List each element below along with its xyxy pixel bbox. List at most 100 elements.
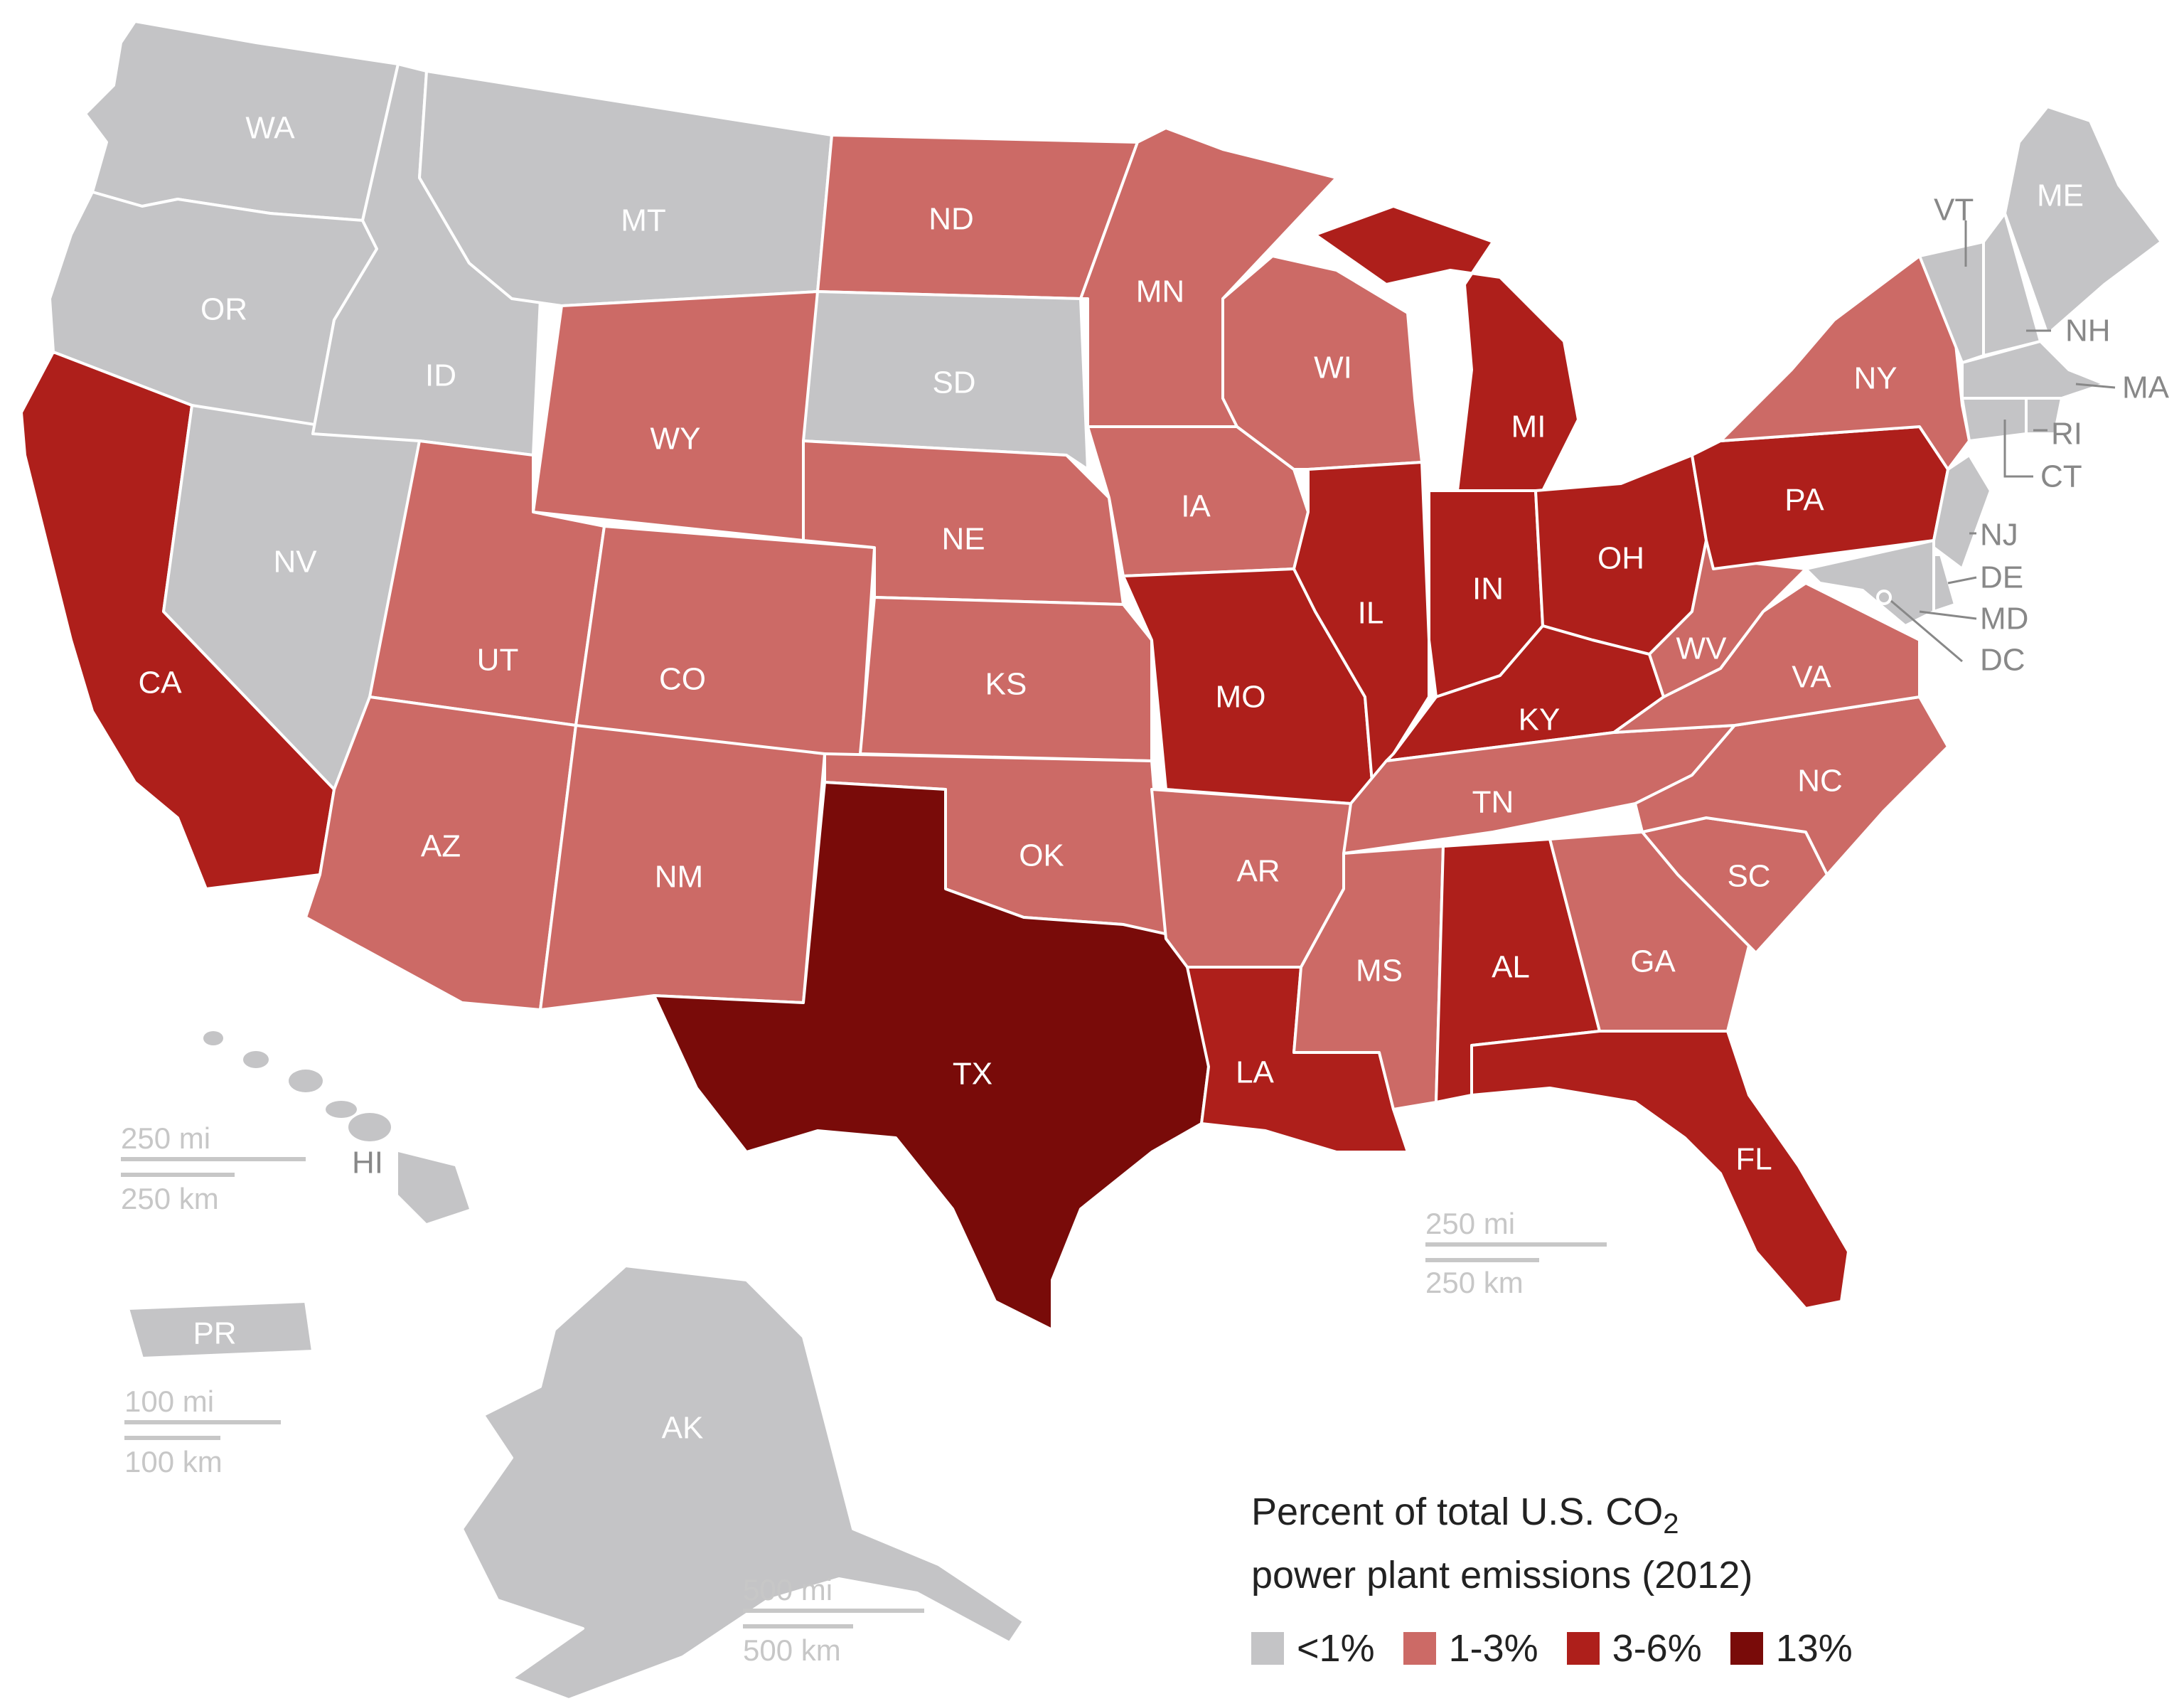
- label-VA: VA: [1792, 660, 1831, 695]
- legend-item-p13: 13%: [1730, 1626, 1853, 1670]
- label-IL: IL: [1358, 596, 1384, 631]
- legend-item-lt1: <1%: [1251, 1626, 1375, 1670]
- label-MN: MN: [1136, 274, 1184, 309]
- label-WI: WI: [1314, 351, 1352, 385]
- label-SC: SC: [1727, 859, 1770, 894]
- label-HI: HI: [352, 1146, 383, 1180]
- label-FL: FL: [1735, 1142, 1772, 1177]
- label-AR: AR: [1236, 854, 1280, 889]
- state-TX: [653, 781, 1210, 1331]
- label-MA: MA: [2122, 370, 2170, 405]
- legend-items: <1% 1-3% 3-6% 13%: [1251, 1626, 2104, 1670]
- legend-label-p1to3: 1-3%: [1448, 1626, 1538, 1670]
- legend-label-p13: 13%: [1775, 1626, 1853, 1670]
- label-WY: WY: [651, 422, 701, 457]
- scale-bar-alaska: 500 mi 500 km: [743, 1573, 924, 1667]
- label-NJ: NJ: [1980, 518, 2018, 553]
- legend-swatch-p1to3: [1403, 1631, 1436, 1665]
- scale-hawaii-km: 250 km: [121, 1182, 219, 1215]
- label-AZ: AZ: [421, 829, 461, 864]
- label-AK: AK: [662, 1411, 704, 1446]
- scale-bar-puerto-rico: 100 mi 100 km: [124, 1385, 281, 1478]
- label-PR: PR: [193, 1316, 236, 1351]
- state-PR: [127, 1300, 314, 1360]
- scale-hawaii-mi: 250 mi: [121, 1121, 210, 1155]
- label-AL: AL: [1492, 950, 1530, 985]
- label-CO: CO: [659, 662, 706, 697]
- label-OH: OH: [1597, 541, 1644, 576]
- label-DC: DC: [1980, 643, 2025, 678]
- state-MI: [1314, 205, 1580, 492]
- label-NC: NC: [1797, 764, 1843, 799]
- label-MD: MD: [1980, 602, 2028, 636]
- legend-swatch-p3to6: [1566, 1631, 1600, 1665]
- state-WY: [532, 290, 819, 542]
- legend-label-p3to6: 3-6%: [1612, 1626, 1702, 1670]
- label-KS: KS: [985, 667, 1027, 702]
- scale-ak-km: 500 km: [743, 1633, 841, 1667]
- legend-title-line2: power plant emissions (2012): [1251, 1553, 1753, 1596]
- legend-swatch-lt1: [1251, 1631, 1284, 1665]
- legend-title-line1: Percent of total U.S. CO: [1251, 1491, 1664, 1533]
- state-MT: [418, 70, 833, 307]
- state-ME: [2003, 105, 2163, 336]
- label-MI: MI: [1511, 410, 1546, 444]
- label-ND: ND: [928, 202, 974, 237]
- scale-mainland-km: 250 km: [1425, 1266, 1524, 1299]
- label-IN: IN: [1472, 572, 1504, 607]
- state-NC: [1634, 695, 1949, 876]
- label-OK: OK: [1019, 838, 1064, 873]
- state-MD: [1804, 539, 1935, 627]
- label-MT: MT: [621, 203, 666, 238]
- label-IA: IA: [1181, 489, 1211, 524]
- label-NM: NM: [655, 860, 703, 895]
- label-GA: GA: [1630, 944, 1676, 979]
- state-KS: [859, 596, 1153, 762]
- label-CA: CA: [138, 666, 182, 700]
- legend-title: Percent of total U.S. CO2 power plant em…: [1251, 1486, 2104, 1601]
- scale-pr-mi: 100 mi: [124, 1385, 214, 1418]
- label-MO: MO: [1216, 680, 1266, 715]
- label-KY: KY: [1519, 703, 1561, 737]
- scale-ak-mi: 500 mi: [743, 1573, 833, 1606]
- legend-title-subscript: 2: [1663, 1508, 1679, 1540]
- legend: Percent of total U.S. CO2 power plant em…: [1251, 1486, 2104, 1670]
- state-AK: [461, 1264, 1025, 1701]
- scale-pr-km: 100 km: [124, 1445, 223, 1478]
- state-SD: [802, 290, 1089, 471]
- legend-label-lt1: <1%: [1297, 1626, 1375, 1670]
- label-VT: VT: [1934, 193, 1974, 228]
- label-ID: ID: [425, 358, 456, 393]
- label-ME: ME: [2037, 178, 2084, 213]
- label-NH: NH: [2065, 314, 2111, 348]
- state-CT: [1961, 397, 2028, 442]
- label-OR: OR: [200, 292, 247, 327]
- state-FL: [1470, 1030, 1850, 1310]
- scale-mainland-mi: 250 mi: [1425, 1207, 1515, 1240]
- scale-bar-mainland: 250 mi 250 km: [1425, 1207, 1607, 1299]
- external-labels: VT NH MA RI CT NJ DE MD DC HI: [352, 193, 2170, 1180]
- state-DC: [1876, 590, 1892, 605]
- state-WA: [84, 20, 400, 222]
- label-SD: SD: [932, 366, 975, 400]
- label-LA: LA: [1236, 1055, 1274, 1090]
- states-layer: [20, 20, 2163, 1701]
- label-NE: NE: [941, 522, 985, 557]
- legend-swatch-p13: [1730, 1631, 1763, 1665]
- label-DE: DE: [1980, 560, 2023, 595]
- label-TN: TN: [1472, 785, 1514, 820]
- label-CT: CT: [2040, 459, 2082, 494]
- legend-item-p1to3: 1-3%: [1403, 1626, 1538, 1670]
- label-TX: TX: [953, 1057, 992, 1092]
- label-MS: MS: [1356, 954, 1403, 988]
- leader-lines: [1890, 220, 2116, 663]
- scale-bar-hawaii: 250 mi 250 km: [121, 1121, 306, 1215]
- label-UT: UT: [477, 643, 519, 678]
- legend-item-p3to6: 3-6%: [1566, 1626, 1702, 1670]
- label-WA: WA: [245, 111, 295, 146]
- label-WV: WV: [1676, 631, 1728, 666]
- state-labels: WA OR CA NV ID MT WY UT AZ CO NM ND SD NE KS OK TX MN IA MO…: [138, 111, 2084, 1446]
- state-HI: [203, 1031, 469, 1223]
- label-NV: NV: [273, 545, 317, 580]
